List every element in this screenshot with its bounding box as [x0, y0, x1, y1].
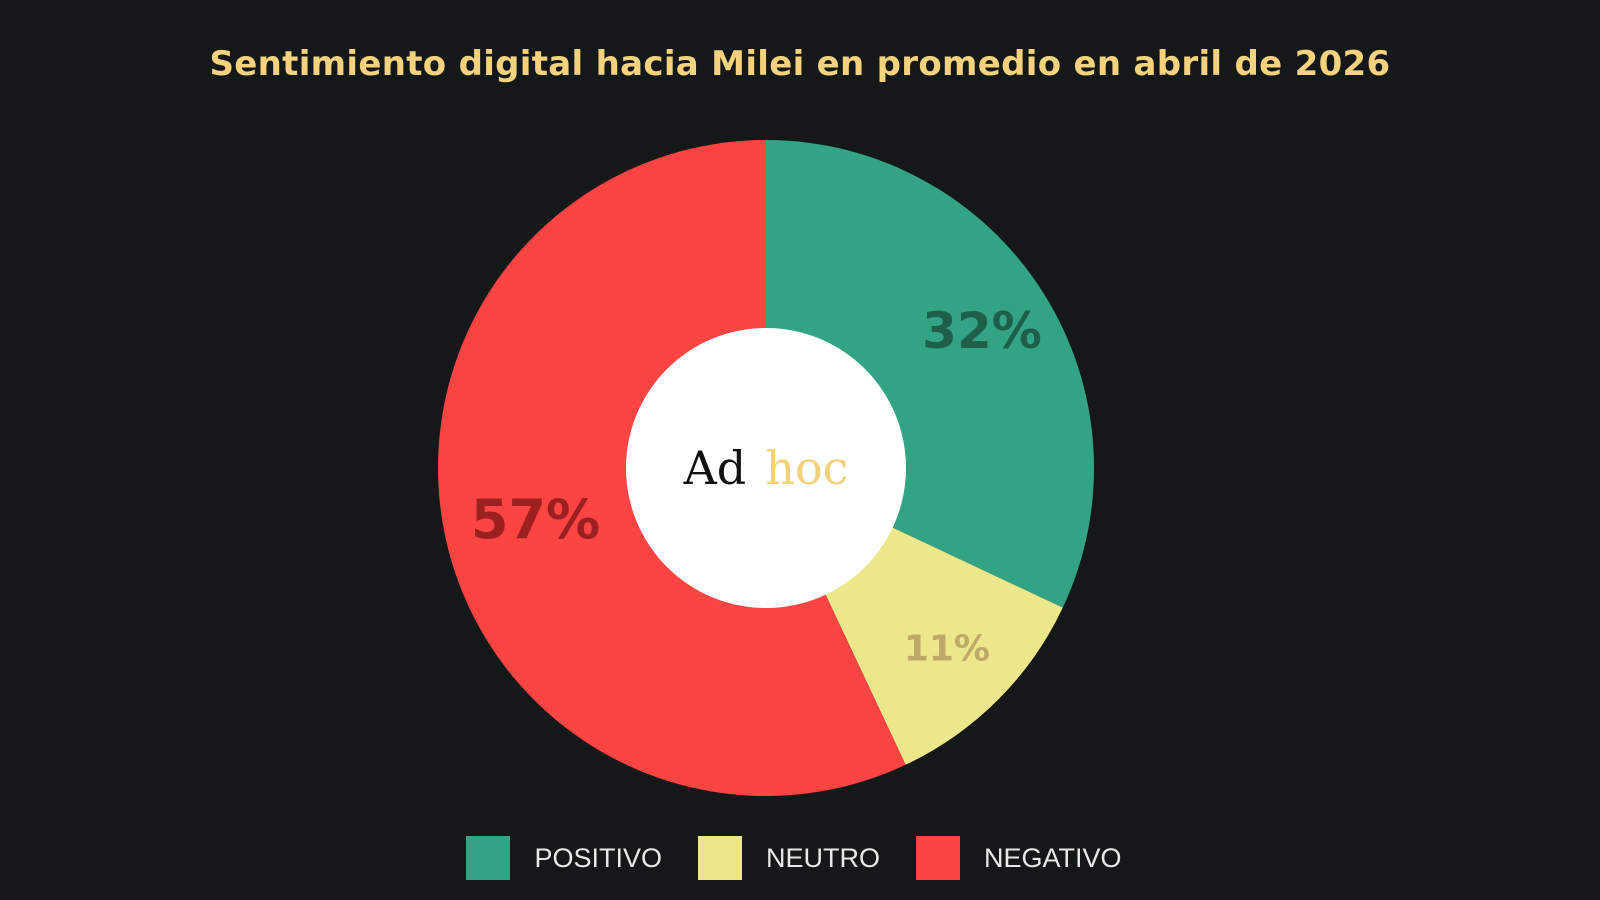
- legend-label-negativo: NEGATIVO: [984, 842, 1122, 873]
- pie-slice-labels: 32% 11% 57%: [471, 302, 1042, 669]
- slice-label-negativo: 57%: [471, 488, 600, 551]
- legend-item-neutro: NEUTRO: [698, 836, 892, 880]
- legend-item-negativo: NEGATIVO: [916, 836, 1134, 880]
- legend-item-positivo: POSITIVO: [466, 836, 674, 880]
- chart-legend: POSITIVO NEUTRO NEGATIVO: [0, 836, 1600, 880]
- chart-title: Sentimiento digital hacia Milei en prome…: [209, 44, 1391, 84]
- slice-label-neutro: 11%: [904, 628, 990, 669]
- legend-label-neutro: NEUTRO: [766, 842, 880, 873]
- center-logo: Ad hoc: [683, 441, 849, 495]
- legend-swatch-neutro: [698, 836, 742, 880]
- legend-swatch-negativo: [916, 836, 960, 880]
- pie-center-hole: [626, 328, 906, 608]
- slice-label-positivo: 32%: [922, 302, 1042, 360]
- legend-swatch-positivo: [466, 836, 511, 880]
- logo-ad-text: Ad: [683, 441, 747, 495]
- logo-hoc-text: hoc: [765, 441, 848, 495]
- legend-label-positivo: POSITIVO: [534, 842, 662, 873]
